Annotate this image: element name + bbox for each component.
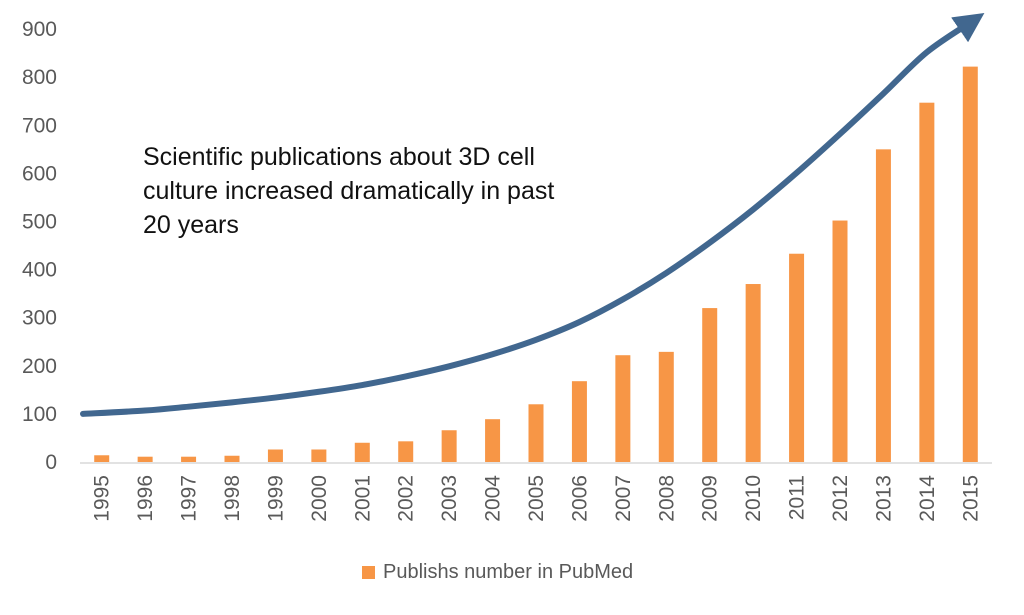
y-tick-label: 800 bbox=[22, 66, 57, 89]
y-tick-label: 0 bbox=[45, 451, 57, 474]
bar-1996 bbox=[137, 456, 153, 462]
x-tick-label: 2006 bbox=[568, 475, 591, 522]
bar-2006 bbox=[571, 381, 587, 462]
x-tick-label: 2014 bbox=[916, 475, 939, 522]
x-tick-label: 1996 bbox=[134, 475, 157, 522]
x-tick-label: 2005 bbox=[525, 475, 548, 522]
x-tick-label: 1998 bbox=[221, 475, 244, 522]
y-tick-label: 300 bbox=[22, 307, 57, 330]
bar-2013 bbox=[875, 149, 891, 462]
x-tick-label: 1995 bbox=[91, 475, 114, 522]
x-tick-label: 2009 bbox=[699, 475, 722, 522]
bar-2000 bbox=[311, 449, 327, 462]
bar-2015 bbox=[962, 66, 978, 463]
bar-2009 bbox=[702, 308, 718, 462]
y-axis-ticks: 0 100 200 300 400 500 600 700 800 900 bbox=[22, 18, 57, 474]
y-tick-label: 200 bbox=[22, 355, 57, 378]
y-tick-label: 700 bbox=[22, 114, 57, 137]
bar-series bbox=[94, 66, 978, 463]
x-tick-label: 2010 bbox=[742, 475, 765, 522]
bar-2008 bbox=[658, 351, 674, 462]
bar-2005 bbox=[528, 404, 544, 462]
x-tick-label: 2003 bbox=[438, 475, 461, 522]
legend-label: Publishs number in PubMed bbox=[383, 561, 634, 583]
x-axis-ticks: 1995 1996 1997 1998 1999 2000 2001 2002 2003 2004… bbox=[91, 475, 983, 522]
x-tick-label: 2013 bbox=[872, 475, 895, 522]
bar-2001 bbox=[354, 442, 370, 462]
y-tick-label: 600 bbox=[22, 162, 57, 185]
bar-1995 bbox=[94, 455, 110, 462]
x-tick-label: 2012 bbox=[829, 475, 852, 522]
bar-1998 bbox=[224, 455, 240, 462]
legend-swatch bbox=[362, 566, 375, 579]
x-tick-label: 2011 bbox=[786, 475, 809, 520]
bar-2011 bbox=[789, 253, 805, 462]
y-tick-label: 500 bbox=[22, 211, 57, 234]
x-tick-label: 1999 bbox=[264, 475, 287, 522]
x-tick-label: 2002 bbox=[395, 475, 418, 522]
x-tick-label: 2004 bbox=[482, 475, 505, 522]
bar-1997 bbox=[181, 456, 197, 462]
bar-2012 bbox=[832, 220, 848, 462]
bar-2002 bbox=[398, 441, 414, 462]
x-tick-label: 2007 bbox=[612, 475, 635, 522]
y-tick-label: 400 bbox=[22, 259, 57, 282]
x-tick-label: 2015 bbox=[959, 475, 982, 522]
bar-2004 bbox=[485, 419, 501, 462]
x-tick-label: 2000 bbox=[308, 475, 331, 522]
legend: Publishs number in PubMed bbox=[362, 561, 633, 584]
x-tick-label: 2008 bbox=[655, 475, 678, 522]
chart-annotation: Scientific publications about 3D cell cu… bbox=[143, 143, 555, 239]
bar-2014 bbox=[919, 102, 935, 463]
bar-2003 bbox=[441, 430, 457, 462]
bar-1999 bbox=[267, 449, 283, 462]
trend-arrow bbox=[80, 12, 985, 417]
x-tick-label: 1997 bbox=[178, 475, 201, 522]
bar-2010 bbox=[745, 284, 761, 462]
y-tick-label: 900 bbox=[22, 18, 57, 41]
y-tick-label: 100 bbox=[22, 403, 57, 426]
x-tick-label: 2001 bbox=[351, 475, 374, 522]
bar-2007 bbox=[615, 355, 631, 462]
